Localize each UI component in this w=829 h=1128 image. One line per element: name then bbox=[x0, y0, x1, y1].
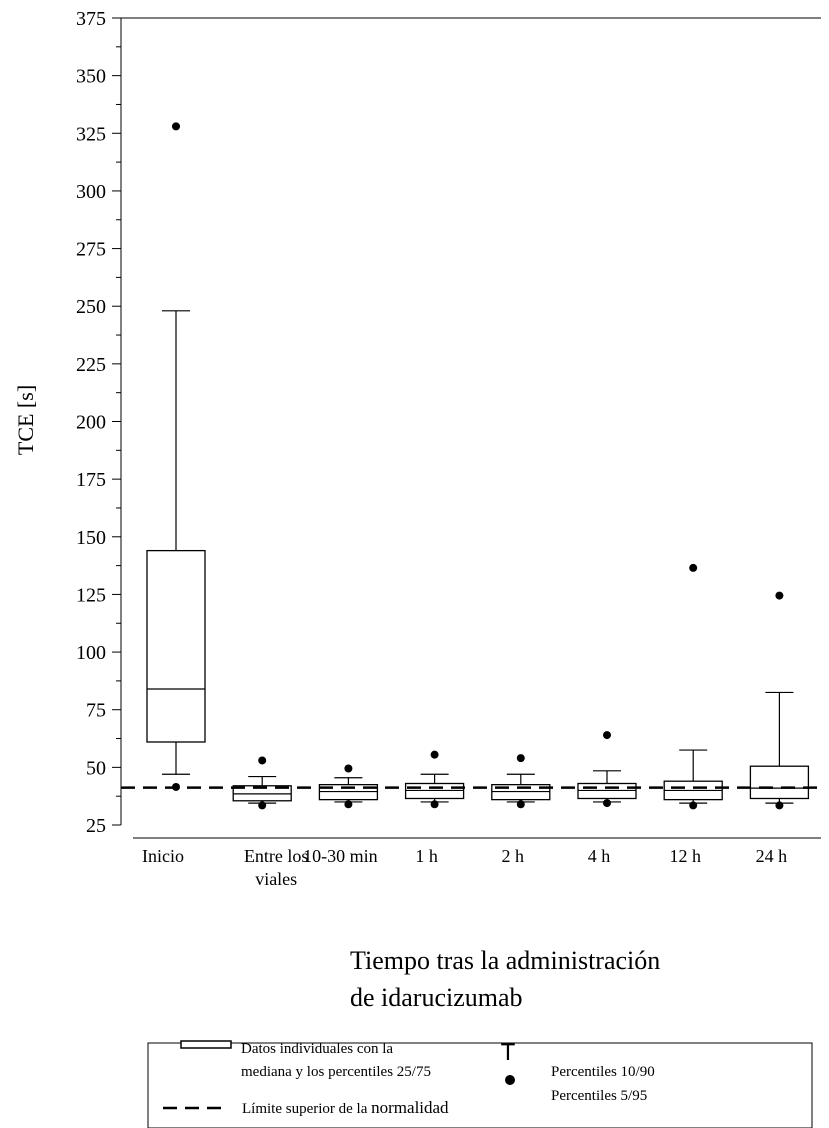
y-tick-label: 350 bbox=[76, 66, 106, 88]
x-axis-title-line-1: Tiempo tras la administración bbox=[350, 946, 660, 975]
p95-dot bbox=[603, 731, 611, 740]
legend-line-label: Límite superior de la normalidad bbox=[242, 1098, 449, 1117]
y-tick-label: 325 bbox=[76, 123, 106, 145]
axes: 25 50 75 100 125 150 175 200 225 250 275 300 325 350 3… bbox=[76, 8, 821, 839]
x-tick-label: 10-30 min bbox=[303, 846, 378, 866]
y-tick-label: 50 bbox=[86, 757, 106, 779]
y-tick-label: 100 bbox=[76, 642, 106, 664]
x-tick-label: 4 h bbox=[588, 846, 611, 866]
y-tick-label: 25 bbox=[86, 815, 106, 837]
y-tick-label: 300 bbox=[76, 181, 106, 203]
y-tick-label: 75 bbox=[86, 700, 106, 722]
legend-whisker-label: Percentiles 10/90 bbox=[551, 1064, 655, 1080]
p5-dot bbox=[689, 801, 698, 810]
percentile-dots bbox=[172, 122, 784, 810]
p95-dot bbox=[172, 122, 180, 131]
y-tick-label: 200 bbox=[76, 412, 106, 434]
y-tick-label: 375 bbox=[76, 8, 106, 30]
p5-dot bbox=[430, 800, 439, 809]
p95-dot bbox=[516, 754, 525, 763]
x-tick-label: 1 h bbox=[415, 846, 438, 866]
legend-box-label-line-1: Datos individuales con la bbox=[241, 1041, 393, 1057]
x-tick-label: Entre los bbox=[244, 846, 309, 866]
y-tick-label: 225 bbox=[76, 354, 106, 376]
legend-frame bbox=[147, 1042, 813, 1128]
p95-dot bbox=[775, 591, 784, 600]
y-tick-label: 250 bbox=[76, 296, 106, 318]
p5-dot bbox=[172, 782, 180, 791]
x-axis-title-line-2: de idarucizumab bbox=[350, 983, 523, 1012]
p95-dot bbox=[344, 764, 353, 773]
legend-whisker-symbol: T bbox=[501, 1039, 516, 1066]
y-axis-title: TCE [s] bbox=[13, 385, 38, 455]
p5-dot bbox=[516, 800, 525, 809]
y-tick-label: 150 bbox=[76, 527, 106, 549]
x-tick-label: 2 h bbox=[502, 846, 525, 866]
box-series bbox=[146, 310, 810, 804]
p95-dot bbox=[689, 563, 698, 572]
legend-line-label-part-2: normalidad bbox=[371, 1098, 449, 1117]
x-tick-labels: Inicio Entre los viales 10-30 min 1 h 2 h 4 h 1… bbox=[142, 846, 787, 889]
p5-dot bbox=[344, 800, 353, 809]
legend: Datos individuales con la mediana y los … bbox=[147, 1039, 813, 1128]
p5-dot bbox=[258, 801, 267, 810]
box-8 bbox=[749, 691, 810, 804]
y-tick-label: 125 bbox=[76, 584, 106, 606]
iqr-box bbox=[146, 549, 206, 743]
legend-line-label-part-1: Límite superior de la bbox=[242, 1101, 371, 1117]
legend-box-label-line-2: mediana y los percentiles 25/75 bbox=[241, 1064, 431, 1080]
box-2 bbox=[232, 775, 292, 804]
p95-dot bbox=[258, 756, 267, 765]
y-tick-label: 175 bbox=[76, 469, 106, 491]
box-3 bbox=[318, 777, 379, 803]
p5-dot bbox=[775, 801, 784, 810]
y-tick-label: 275 bbox=[76, 239, 106, 261]
box-6 bbox=[577, 770, 637, 803]
iqr-box bbox=[749, 765, 810, 800]
x-tick-label: 24 h bbox=[756, 846, 788, 866]
legend-dot-label: Percentiles 5/95 bbox=[551, 1088, 647, 1104]
legend-dot-symbol bbox=[505, 1075, 515, 1085]
p5-dot bbox=[603, 799, 611, 808]
box-7 bbox=[663, 749, 723, 804]
box-1 bbox=[146, 310, 206, 775]
x-tick-label: Inicio bbox=[142, 846, 184, 866]
legend-box-swatch bbox=[180, 1040, 232, 1049]
x-tick-label: viales bbox=[255, 869, 297, 889]
p95-dot bbox=[430, 750, 439, 759]
x-tick-label: 12 h bbox=[669, 846, 701, 866]
